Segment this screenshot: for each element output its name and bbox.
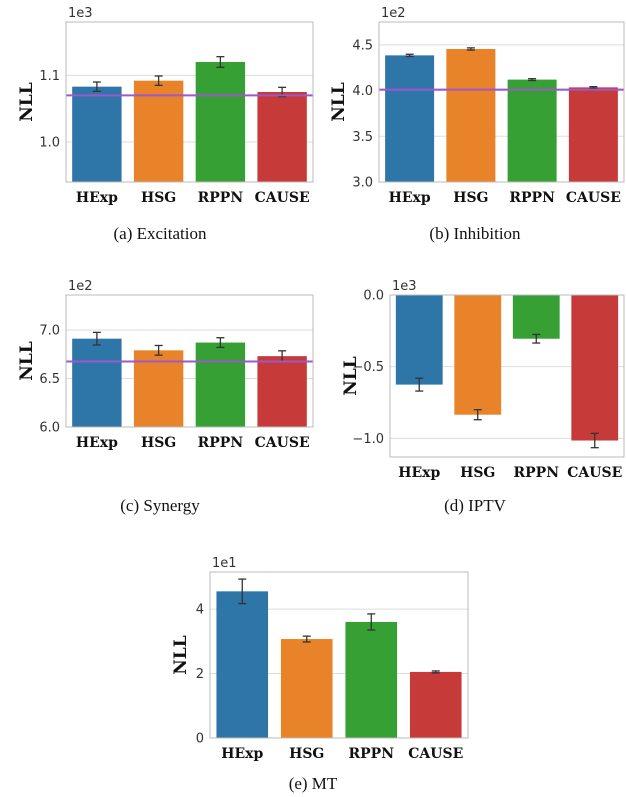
bar-hsg <box>133 350 184 427</box>
y-axis-label: NLL <box>17 82 37 121</box>
bar-cause <box>409 671 462 738</box>
x-tick-label-hsg: HSG <box>453 190 488 206</box>
plot-frame <box>378 21 625 183</box>
y-tick-label: −0.5 <box>352 360 384 375</box>
bar-rppn <box>195 62 246 182</box>
axis-multiplier: 1e3 <box>68 6 93 21</box>
y-tick-label: 0.0 <box>363 289 384 304</box>
y-tick-label: 4.0 <box>352 84 373 99</box>
x-tick-label-cause: CAUSE <box>566 190 621 206</box>
x-tick-label-cause: CAUSE <box>567 465 622 481</box>
y-tick-label: 6.5 <box>39 372 60 387</box>
bar-hexp <box>72 338 122 427</box>
bar-rppn <box>195 342 246 427</box>
bar-cause <box>568 87 618 182</box>
x-tick-label-hsg: HSG <box>289 746 324 762</box>
y-tick-label: 3.0 <box>352 176 373 191</box>
plot-frame <box>65 21 314 183</box>
y-tick-label: 2 <box>196 667 204 682</box>
y-tick-label: 4.5 <box>352 38 373 53</box>
y-tick-label: 1.1 <box>39 69 60 84</box>
x-tick-label-hexp: HExp <box>76 190 118 206</box>
plot-frame <box>209 571 469 739</box>
panel-caption: (d) IPTV <box>444 496 507 515</box>
x-tick-label-rppn: RPPN <box>349 746 395 762</box>
axis-multiplier: 1e1 <box>212 556 237 571</box>
x-tick-label-hsg: HSG <box>141 190 176 206</box>
x-tick-label-cause: CAUSE <box>255 435 310 451</box>
y-tick-label: 7.0 <box>39 323 60 338</box>
panel-inhibition: 3.0 3.5 4.0 4.5 HExp HSG RPPN CAUSE 1e2 NLL (b) In… <box>329 6 625 243</box>
y-tick-label: 3.5 <box>352 130 373 145</box>
axis-multiplier: 1e2 <box>68 279 93 294</box>
bar-rppn <box>507 79 557 182</box>
bar-rppn <box>512 295 560 339</box>
x-tick-label-cause: CAUSE <box>408 746 463 762</box>
y-tick-label: −1.0 <box>352 432 384 447</box>
panel-iptv: −1.0 −0.5 0.0 HExp HSG RPPN CAUSE 1e3 NLL (d) IPT… <box>341 279 625 515</box>
y-tick-label: 6.0 <box>39 421 60 436</box>
y-axis-label: NLL <box>171 635 191 674</box>
panel-excitation: 1.0 1.1 HExp HSG RPPN CAUSE 1e3 NLL (a) Excitati… <box>17 6 314 243</box>
y-tick-label: 0 <box>196 732 204 747</box>
bar-hsg <box>133 80 184 182</box>
panel-caption: (c) Synergy <box>120 496 200 515</box>
panel-synergy: 6.0 6.5 7.0 HExp HSG RPPN CAUSE 1e2 NLL (c) Syner… <box>17 279 314 515</box>
x-tick-label-hexp: HExp <box>389 190 431 206</box>
bar-hexp <box>395 295 443 385</box>
x-tick-label-rppn: RPPN <box>198 435 244 451</box>
bar-hexp <box>385 55 435 182</box>
y-tick-label: 4 <box>196 603 204 618</box>
x-tick-label-hsg: HSG <box>460 465 495 481</box>
bar-hsg <box>454 295 502 415</box>
bar-hsg <box>280 639 333 738</box>
x-tick-label-hsg: HSG <box>141 435 176 451</box>
y-tick-label: 1.0 <box>39 136 60 151</box>
bar-hexp <box>216 591 269 738</box>
x-tick-label-rppn: RPPN <box>509 190 555 206</box>
x-tick-label-hexp: HExp <box>221 746 263 762</box>
panel-caption: (b) Inhibition <box>429 224 521 243</box>
bar-cause <box>257 356 307 427</box>
y-axis-label: NLL <box>17 341 37 380</box>
x-tick-label-rppn: RPPN <box>198 190 244 206</box>
axis-multiplier: 1e3 <box>392 279 417 294</box>
x-tick-label-rppn: RPPN <box>514 465 560 481</box>
panel-caption: (e) MT <box>289 774 338 793</box>
y-axis-label: NLL <box>329 82 349 121</box>
x-tick-label-cause: CAUSE <box>255 190 310 206</box>
x-tick-label-hexp: HExp <box>398 465 440 481</box>
panel-mt: 0 2 4 HExp HSG RPPN CAUSE 1e1 NLL (e) MT <box>171 556 469 793</box>
plot-frame <box>389 294 625 458</box>
bar-hsg <box>446 48 496 182</box>
bar-rppn <box>345 621 398 738</box>
bar-cause <box>571 295 619 441</box>
panel-caption: (a) Excitation <box>114 224 207 243</box>
y-axis-label: NLL <box>341 356 361 395</box>
axis-multiplier: 1e2 <box>381 6 406 21</box>
bar-cause <box>257 92 307 182</box>
x-tick-label-hexp: HExp <box>76 435 118 451</box>
bar-hexp <box>72 86 122 182</box>
plot-frame <box>65 294 314 428</box>
